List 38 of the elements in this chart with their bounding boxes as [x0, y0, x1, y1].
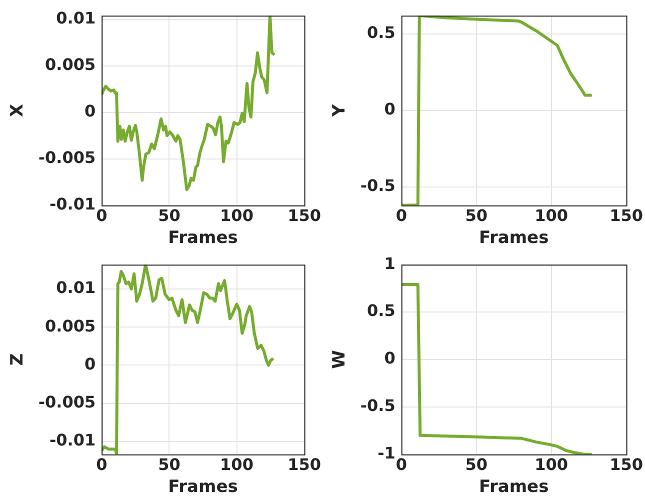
y-axis-title: W — [330, 350, 350, 369]
x-axis-title: Frames — [168, 228, 238, 248]
y-tick-label: -0.005 — [38, 392, 96, 412]
y-axis-title: Y — [330, 104, 350, 118]
y-tick-label: 0.005 — [45, 54, 96, 74]
y-tick-label: 0.5 — [367, 301, 396, 320]
y-tick-label: -0.005 — [38, 148, 96, 168]
x-tick-label: 100 — [220, 455, 254, 474]
y-axis-title: Z — [8, 353, 28, 366]
x-tick-label: 150 — [288, 455, 322, 474]
y-tick-label: 1 — [384, 254, 396, 273]
y-tick-label: 0 — [84, 354, 96, 374]
y-tick-label: 0.01 — [56, 278, 96, 298]
x-tick-label: 50 — [465, 455, 488, 474]
y-tick-label: -0.5 — [360, 396, 396, 416]
y-tick-label: 0.005 — [45, 316, 96, 336]
y-tick-label: -0.01 — [50, 194, 96, 214]
x-tick-label: 150 — [610, 206, 644, 226]
x-tick-label: 100 — [534, 206, 568, 226]
x-tick-label: 50 — [158, 206, 180, 226]
x-tick-label: 150 — [288, 206, 322, 226]
y-tick-label: 0.5 — [367, 23, 396, 42]
y-tick-label: 0 — [384, 100, 396, 119]
y-tick-label: 0 — [384, 348, 396, 368]
x-axis-title: Frames — [478, 477, 549, 498]
y-tick-label: -0.5 — [360, 176, 396, 196]
x-tick-label: 100 — [534, 455, 568, 474]
x-tick-label: 100 — [220, 206, 254, 226]
x-tick-label: 50 — [465, 206, 488, 226]
y-axis-title: X — [8, 104, 28, 118]
y-tick-label: -0.01 — [50, 430, 96, 450]
y-tick-label: 0 — [84, 102, 96, 121]
x-tick-label: 150 — [610, 455, 644, 474]
x-axis-title: Frames — [478, 228, 549, 248]
x-tick-label: 50 — [158, 455, 180, 474]
y-tick-label: -1 — [378, 444, 396, 463]
x-axis-title: Frames — [168, 477, 238, 498]
y-tick-label: 0.01 — [56, 8, 96, 28]
